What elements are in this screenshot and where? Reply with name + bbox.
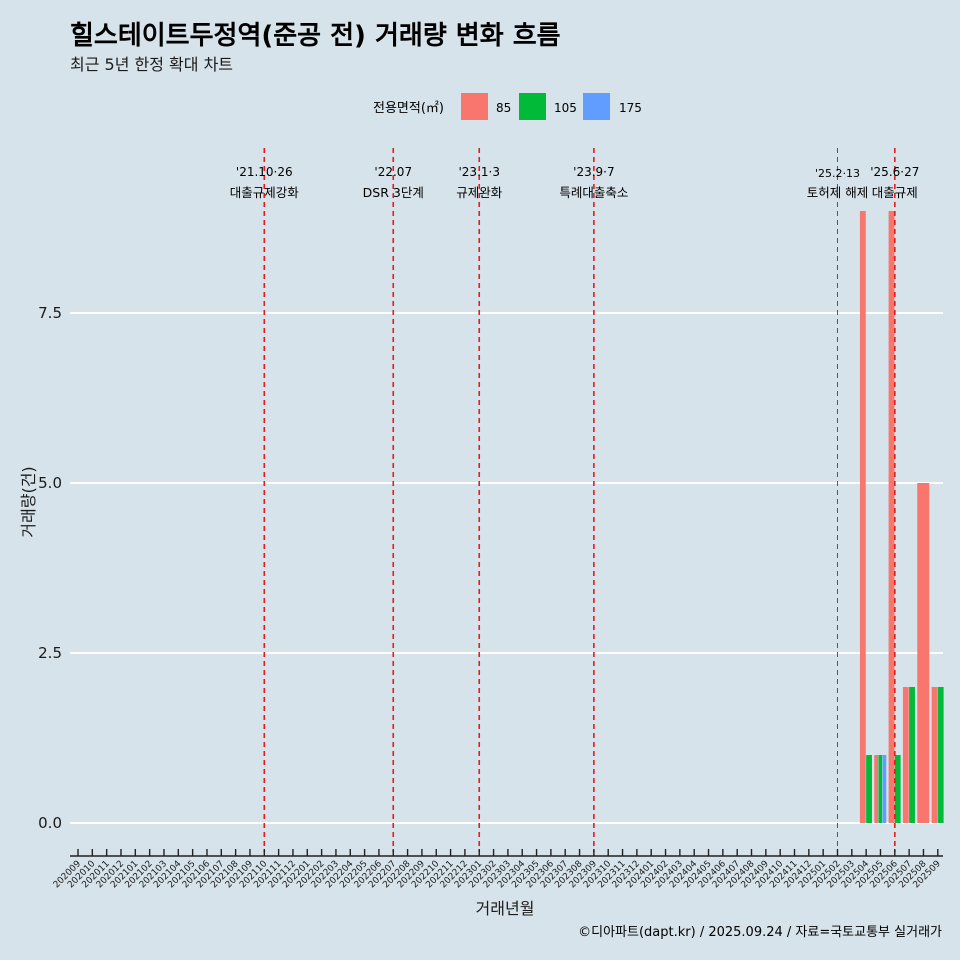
event-date-label: '21.10·26	[236, 165, 293, 179]
bars	[859, 211, 944, 823]
y-tick-label: 0.0	[38, 814, 62, 832]
legend-swatch-175	[583, 93, 610, 120]
source-caption: ©디아파트(dapt.kr) / 2025.09.24 / 자료=국토교통부 실…	[578, 925, 942, 940]
legend-label-85: 85	[496, 101, 511, 115]
event-description-label: 대출규제강화	[230, 185, 300, 200]
bar-202507-85	[902, 687, 909, 823]
event-description-label: 규제완화	[456, 185, 503, 200]
event-date-label: '25.2·13	[815, 167, 860, 180]
event-date-label: '23.1·3	[459, 165, 500, 179]
bar-202505-175	[882, 755, 887, 823]
bar-202506-85	[888, 211, 895, 823]
bar-202507-105	[909, 687, 915, 823]
event-description-label: 토허제 해제	[807, 185, 868, 200]
event-description-label: DSR 3단계	[363, 185, 424, 200]
legend-label-105: 105	[554, 101, 577, 115]
legend-swatch-85	[461, 93, 488, 120]
bar-202506-105	[894, 755, 901, 823]
bar-202505-85	[874, 755, 879, 823]
event-date-label: '25.6·27	[870, 165, 919, 179]
event-description-label: 대출규제	[872, 185, 918, 200]
y-tick-label: 2.5	[38, 644, 62, 662]
legend: 전용면적(㎡) 85 105 175	[373, 93, 642, 120]
event-markers: '21.10·26 대출규제강화 '22.07 DSR 3단계 '23.1·3 규제완화 '…	[230, 148, 919, 852]
bar-202508-85	[917, 483, 930, 823]
legend-swatch-105	[519, 93, 546, 120]
bar-202504-105	[866, 755, 872, 823]
y-axis-ticks: 0.0 2.5 5.0 7.5	[38, 304, 62, 832]
event-date-label: '23.9·7	[573, 165, 614, 179]
bar-202505-105	[878, 755, 883, 823]
x-axis-title: 거래년월	[476, 899, 535, 918]
gridlines	[70, 312, 943, 824]
chart-subtitle: 최근 5년 한정 확대 차트	[70, 55, 233, 74]
y-tick-label: 7.5	[38, 304, 62, 322]
y-axis-title: 거래량(건)	[19, 466, 38, 537]
y-tick-label: 5.0	[38, 474, 62, 492]
bar-202504-85	[859, 211, 866, 823]
bar-202509-105	[937, 687, 944, 823]
legend-title: 전용면적(㎡)	[373, 101, 444, 116]
bar-202509-85	[931, 687, 938, 823]
chart-title: 힐스테이트두정역(준공 전) 거래량 변화 흐름	[70, 21, 561, 51]
event-date-label: '22.07	[374, 165, 412, 179]
legend-label-175: 175	[619, 101, 642, 115]
event-description-label: 특례대출축소	[559, 185, 628, 200]
